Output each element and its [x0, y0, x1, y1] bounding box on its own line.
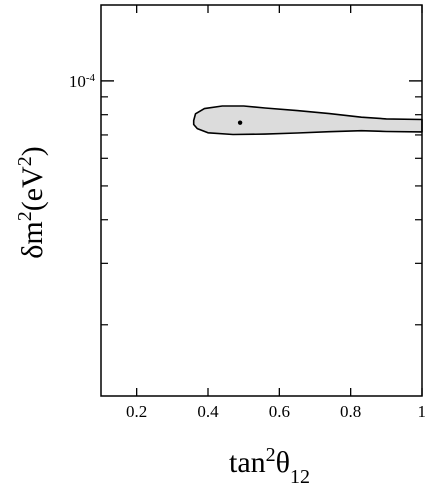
y-label-unit-sup: 2 — [14, 156, 36, 166]
x-label-sup: 2 — [266, 444, 276, 466]
y-axis-label: δm2(eV2) — [14, 146, 49, 258]
x-tick-label: 0.6 — [269, 402, 290, 421]
y-label-sup: 2 — [14, 211, 36, 221]
x-tick-label: 0.2 — [126, 402, 147, 421]
allowed-region — [192, 105, 423, 136]
x-label-sub: 12 — [290, 466, 310, 486]
x-label-base: tan — [229, 446, 266, 479]
plot-frame — [100, 4, 423, 397]
x-tick-label: 0.8 — [340, 402, 361, 421]
allowed-region-layer — [192, 105, 423, 136]
best-fit-point — [237, 120, 243, 125]
y-label-unit-close: ) — [16, 146, 49, 156]
y-tick-label: 10-4 — [69, 72, 96, 91]
best-fit-layer — [237, 120, 243, 125]
x-axis-label: tan2θ12 — [229, 444, 310, 486]
y-label-greek: δ — [16, 245, 49, 259]
y-label-base: m — [16, 221, 49, 244]
x-tick-label: 1 — [418, 402, 427, 421]
y-label-unit-open: (eV — [16, 166, 49, 211]
x-axis-ticks: 0.2 0.4 0.6 0.8 1 — [126, 5, 426, 421]
x-label-greek: θ — [276, 446, 290, 479]
x-tick-label: 0.4 — [197, 402, 219, 421]
y-axis-ticks: 10-4 — [69, 72, 422, 326]
